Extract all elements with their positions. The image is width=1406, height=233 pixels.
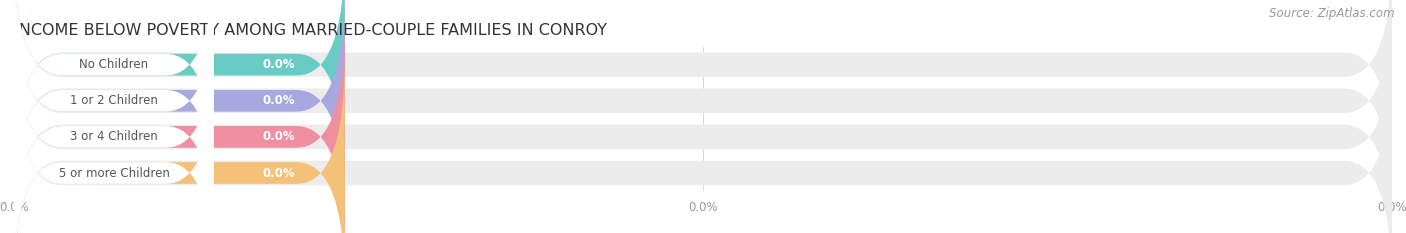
FancyBboxPatch shape [14, 59, 1392, 233]
FancyBboxPatch shape [14, 0, 1392, 215]
Text: 0.0%: 0.0% [263, 130, 295, 143]
Text: 5 or more Children: 5 or more Children [59, 167, 169, 179]
Text: INCOME BELOW POVERTY AMONG MARRIED-COUPLE FAMILIES IN CONROY: INCOME BELOW POVERTY AMONG MARRIED-COUPL… [14, 24, 607, 38]
Text: Source: ZipAtlas.com: Source: ZipAtlas.com [1270, 7, 1395, 20]
FancyBboxPatch shape [14, 0, 214, 216]
Text: 3 or 4 Children: 3 or 4 Children [70, 130, 157, 143]
FancyBboxPatch shape [14, 23, 1392, 233]
FancyBboxPatch shape [14, 0, 1392, 179]
FancyBboxPatch shape [14, 57, 344, 233]
Text: 0.0%: 0.0% [263, 167, 295, 179]
Text: 0.0%: 0.0% [263, 94, 295, 107]
Text: 1 or 2 Children: 1 or 2 Children [70, 94, 157, 107]
Text: No Children: No Children [79, 58, 149, 71]
Text: 0.0%: 0.0% [263, 58, 295, 71]
FancyBboxPatch shape [14, 21, 214, 233]
FancyBboxPatch shape [14, 21, 344, 233]
FancyBboxPatch shape [14, 0, 344, 180]
FancyBboxPatch shape [14, 0, 344, 216]
FancyBboxPatch shape [14, 57, 214, 233]
FancyBboxPatch shape [14, 0, 214, 180]
